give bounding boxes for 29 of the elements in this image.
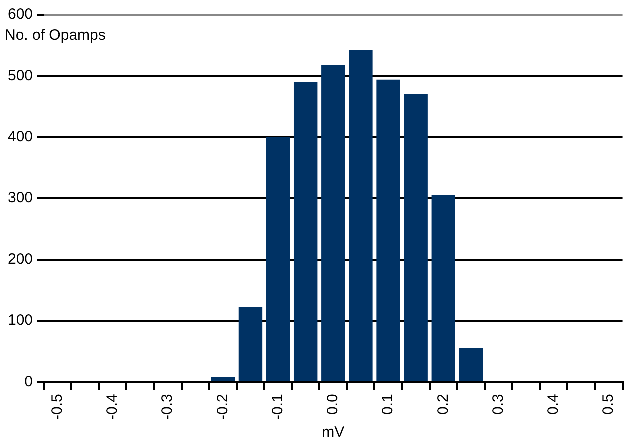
y-tick-label: 100 xyxy=(8,312,34,330)
x-tick-label: 0.2 xyxy=(434,394,452,416)
x-tick-label: 0.5 xyxy=(600,394,618,416)
y-tick-label: 500 xyxy=(8,67,34,84)
y-tick-label: 400 xyxy=(8,128,34,146)
bar xyxy=(459,348,484,382)
y-axis-title: No. of Opamps xyxy=(5,27,106,44)
y-tick-label: 0 xyxy=(24,373,34,390)
bar xyxy=(266,137,290,382)
x-axis-title: mV xyxy=(322,424,345,442)
x-tick-label: 0.4 xyxy=(545,394,562,416)
x-tick-label: -0.2 xyxy=(214,394,232,420)
y-tick-label: 600 xyxy=(8,6,34,24)
x-tick-label: -0.1 xyxy=(269,394,286,420)
bar xyxy=(238,308,263,382)
x-tick-label: -0.3 xyxy=(159,394,176,420)
x-tick-label: -0.4 xyxy=(104,394,122,420)
x-tick-label: 0.1 xyxy=(380,394,397,416)
x-tick-label: 0.3 xyxy=(490,394,507,416)
bar xyxy=(294,82,318,382)
bar xyxy=(432,196,456,382)
bar xyxy=(376,80,400,382)
x-tick-label: 0.0 xyxy=(324,394,342,416)
bar xyxy=(322,65,346,382)
y-tick-label: 200 xyxy=(8,250,34,268)
x-tick-label: -0.5 xyxy=(48,394,66,420)
bar xyxy=(404,94,428,382)
y-tick-label: 300 xyxy=(8,190,34,207)
bar xyxy=(349,50,373,382)
